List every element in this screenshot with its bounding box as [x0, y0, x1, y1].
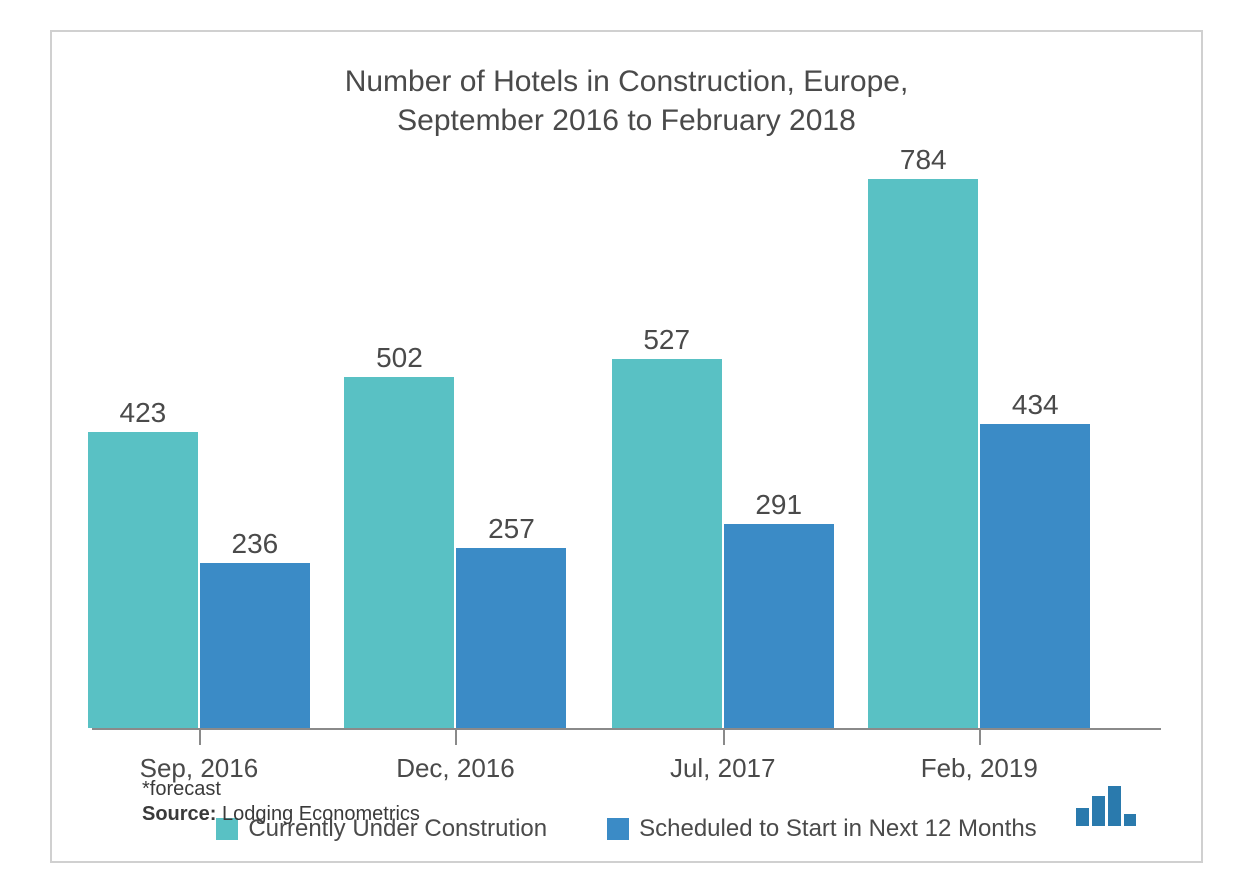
x-tick-2 — [723, 730, 725, 745]
x-tick-3 — [979, 730, 981, 745]
bar-group-2: 527291 — [612, 359, 834, 728]
bar-2-0: 527 — [612, 359, 722, 728]
brand-logo — [1076, 786, 1136, 826]
bar-label-0-0: 423 — [120, 397, 167, 429]
bar-3-1: 434 — [980, 424, 1090, 728]
bar-2-1: 291 — [724, 524, 834, 728]
plot-area: 423236502257527291784434 — [92, 170, 1161, 730]
bar-label-1-1: 257 — [488, 513, 535, 545]
bar-1-0: 502 — [344, 377, 454, 728]
bar-0-1: 236 — [200, 563, 310, 728]
bar-group-0: 423236 — [88, 432, 310, 728]
chart-title: Number of Hotels in Construction, Europe… — [92, 62, 1161, 140]
logo-icon — [1076, 786, 1136, 826]
bar-label-3-0: 784 — [900, 144, 947, 176]
footer-forecast: *forecast — [142, 778, 420, 801]
bar-3-0: 784 — [868, 179, 978, 728]
footer-source-label: Source: — [142, 803, 216, 825]
x-tick-1 — [455, 730, 457, 745]
chart-title-line1: Number of Hotels in Construction, Europe… — [345, 65, 909, 98]
x-label-3: Feb, 2019 — [921, 753, 1038, 784]
bar-group-1: 502257 — [344, 377, 566, 728]
bar-label-2-0: 527 — [643, 324, 690, 356]
footer-source: Source: Lodging Econometrics — [142, 803, 420, 826]
bar-1-1: 257 — [456, 548, 566, 728]
chart-title-line2: September 2016 to February 2018 — [397, 104, 856, 137]
bar-label-0-1: 236 — [232, 528, 279, 560]
footer-source-value: Lodging Econometrics — [222, 803, 420, 825]
bar-label-3-1: 434 — [1012, 389, 1059, 421]
legend-swatch-1 — [607, 818, 629, 840]
chart-container: Number of Hotels in Construction, Europe… — [50, 30, 1203, 863]
bar-label-2-1: 291 — [755, 489, 802, 521]
footer: *forecast Source: Lodging Econometrics — [142, 778, 420, 826]
bar-label-1-0: 502 — [376, 342, 423, 374]
x-label-2: Jul, 2017 — [670, 753, 776, 784]
legend-item-1: Scheduled to Start in Next 12 Months — [607, 815, 1037, 843]
bar-0-0: 423 — [88, 432, 198, 728]
legend-label-1: Scheduled to Start in Next 12 Months — [639, 815, 1037, 843]
bar-group-3: 784434 — [868, 179, 1090, 728]
x-tick-0 — [199, 730, 201, 745]
